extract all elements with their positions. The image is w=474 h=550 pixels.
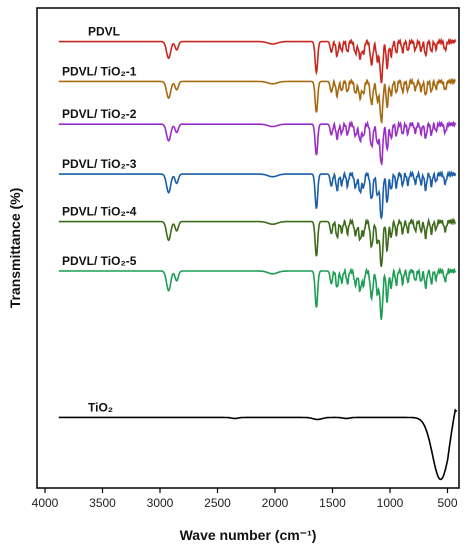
x-axis-ticks: 4000 3500 3000 2500 2000 1500 1000 500	[32, 488, 458, 510]
plot-frame	[36, 7, 460, 489]
x-tick-label: 1500	[319, 496, 346, 510]
series-line	[58, 120, 457, 167]
series-label: TiO₂	[88, 400, 113, 414]
series-group: PDVL PDVL/ TiO₂-1 PDVL/ TiO₂-2 PDVL/ TiO₂-3…	[58, 25, 458, 481]
series-line	[58, 217, 456, 267]
x-tick-label: 3000	[147, 496, 174, 510]
series-label: PDVL	[88, 25, 120, 39]
series-label: PDVL/ TiO₂-1	[62, 64, 137, 78]
series-line	[58, 37, 457, 84]
x-tick-label: 4000	[32, 496, 59, 510]
x-tick-label: 500	[437, 496, 457, 510]
x-tick-label: 2000	[262, 496, 289, 510]
x-axis-title: Wave number (cm⁻¹)	[180, 527, 317, 543]
x-tick-label: 2500	[204, 496, 231, 510]
series-label: PDVL/ TiO₂-4	[62, 205, 137, 219]
x-tick-label: 1000	[377, 496, 404, 510]
series-label: PDVL/ TiO₂-2	[62, 107, 137, 121]
x-tick-label: 3500	[89, 496, 116, 510]
series-label: PDVL/ TiO₂-5	[62, 254, 137, 268]
series-line	[58, 408, 458, 481]
series-label: PDVL/ TiO₂-3	[62, 157, 137, 171]
series-line	[58, 266, 457, 320]
y-axis-title: Transmittance (%)	[7, 188, 23, 309]
series-line	[58, 77, 456, 125]
series-line	[58, 169, 457, 221]
